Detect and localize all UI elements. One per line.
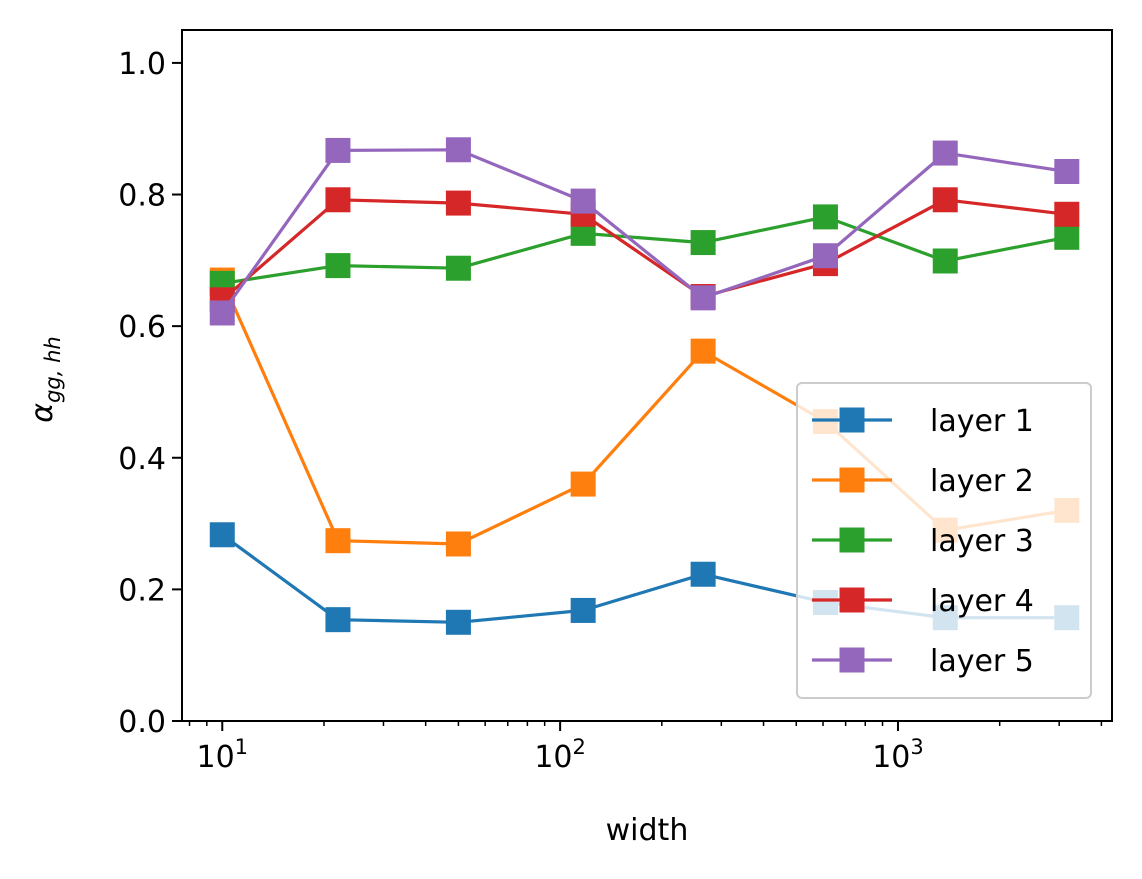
series-3-point-7 — [932, 248, 958, 274]
y-tick-label-1: 0.2 — [118, 573, 166, 608]
legend-swatch-marker-1 — [839, 407, 865, 433]
legend-item-2: layer 2 — [812, 464, 1034, 499]
series-4-line — [221, 198, 1067, 302]
y-tick-label-0: 0.0 — [118, 705, 166, 740]
series-3-point-2 — [325, 253, 351, 279]
series-5 — [209, 137, 1080, 326]
x-tick-label-2: 103 — [872, 735, 924, 775]
series-2-point-5 — [690, 338, 716, 364]
legend-label-2: layer 2 — [930, 464, 1034, 499]
series-4-point-8 — [1054, 201, 1080, 227]
series-4-point-2 — [325, 187, 351, 213]
legend-swatch-marker-3 — [839, 527, 865, 553]
series-5-line — [220, 148, 1068, 314]
legend-item-4: layer 4 — [812, 584, 1034, 619]
series-5-point-3 — [445, 137, 471, 163]
y-tick-label-2: 0.4 — [118, 442, 166, 477]
series-5-point-8 — [1054, 158, 1080, 184]
y-axis-label: αgg, hh — [25, 336, 65, 422]
series-4-point-7 — [932, 187, 958, 213]
series-5-point-4 — [570, 188, 596, 214]
series-5-point-5 — [690, 285, 716, 311]
series-1-point-1 — [209, 522, 235, 548]
legend-item-3: layer 3 — [812, 524, 1034, 559]
series-3-line — [222, 215, 1068, 285]
series-3-point-5 — [690, 230, 716, 256]
series-1-point-4 — [570, 597, 596, 623]
legend: layer 1 layer 2 layer 3 layer 4 layer 5 — [796, 382, 1092, 699]
legend-label-3: layer 3 — [930, 524, 1034, 559]
series-1-point-3 — [445, 609, 471, 635]
series-1-point-2 — [325, 607, 351, 633]
legend-label-1: layer 1 — [930, 404, 1034, 439]
y-tick-label-3: 0.6 — [118, 310, 166, 345]
series-5-point-7 — [932, 140, 958, 166]
legend-swatch-marker-2 — [839, 467, 865, 493]
series-5-point-1 — [209, 300, 235, 326]
legend-item-1: layer 1 — [812, 404, 1034, 439]
series-3-point-3 — [445, 255, 471, 281]
legend-box — [796, 382, 1092, 699]
y-tick-label-5: 1.0 — [118, 47, 166, 82]
series-5-point-2 — [325, 137, 351, 163]
x-tick-label-1: 102 — [534, 735, 586, 775]
y-tick-label-4: 0.8 — [118, 179, 166, 214]
x-tick-label-0: 101 — [196, 735, 248, 775]
series-2-point-3 — [445, 531, 471, 557]
series-2-point-4 — [570, 471, 596, 497]
legend-item-5: layer 5 — [812, 644, 1034, 679]
legend-label-4: layer 4 — [930, 584, 1034, 619]
series-2-point-2 — [325, 528, 351, 554]
series-3 — [209, 204, 1080, 296]
series-3-point-8 — [1054, 224, 1080, 250]
series-5-point-6 — [812, 243, 838, 269]
x-axis-label: width — [606, 813, 689, 848]
plot-frame — [181, 29, 1113, 722]
ticks-layer: 0.0 0.2 0.4 0.6 0.8 1.0 101 102 103 — [118, 47, 1103, 775]
series-1-point-5 — [690, 561, 716, 587]
y-axis-label-base: α — [25, 403, 60, 423]
legend-label-5: layer 5 — [930, 644, 1034, 679]
series-3-point-6 — [812, 204, 838, 230]
legend-swatch-marker-4 — [839, 587, 865, 613]
series-4-point-3 — [445, 190, 471, 216]
legend-swatch-marker-5 — [839, 647, 865, 673]
y-axis-label-subscript: gg, hh — [41, 336, 65, 403]
